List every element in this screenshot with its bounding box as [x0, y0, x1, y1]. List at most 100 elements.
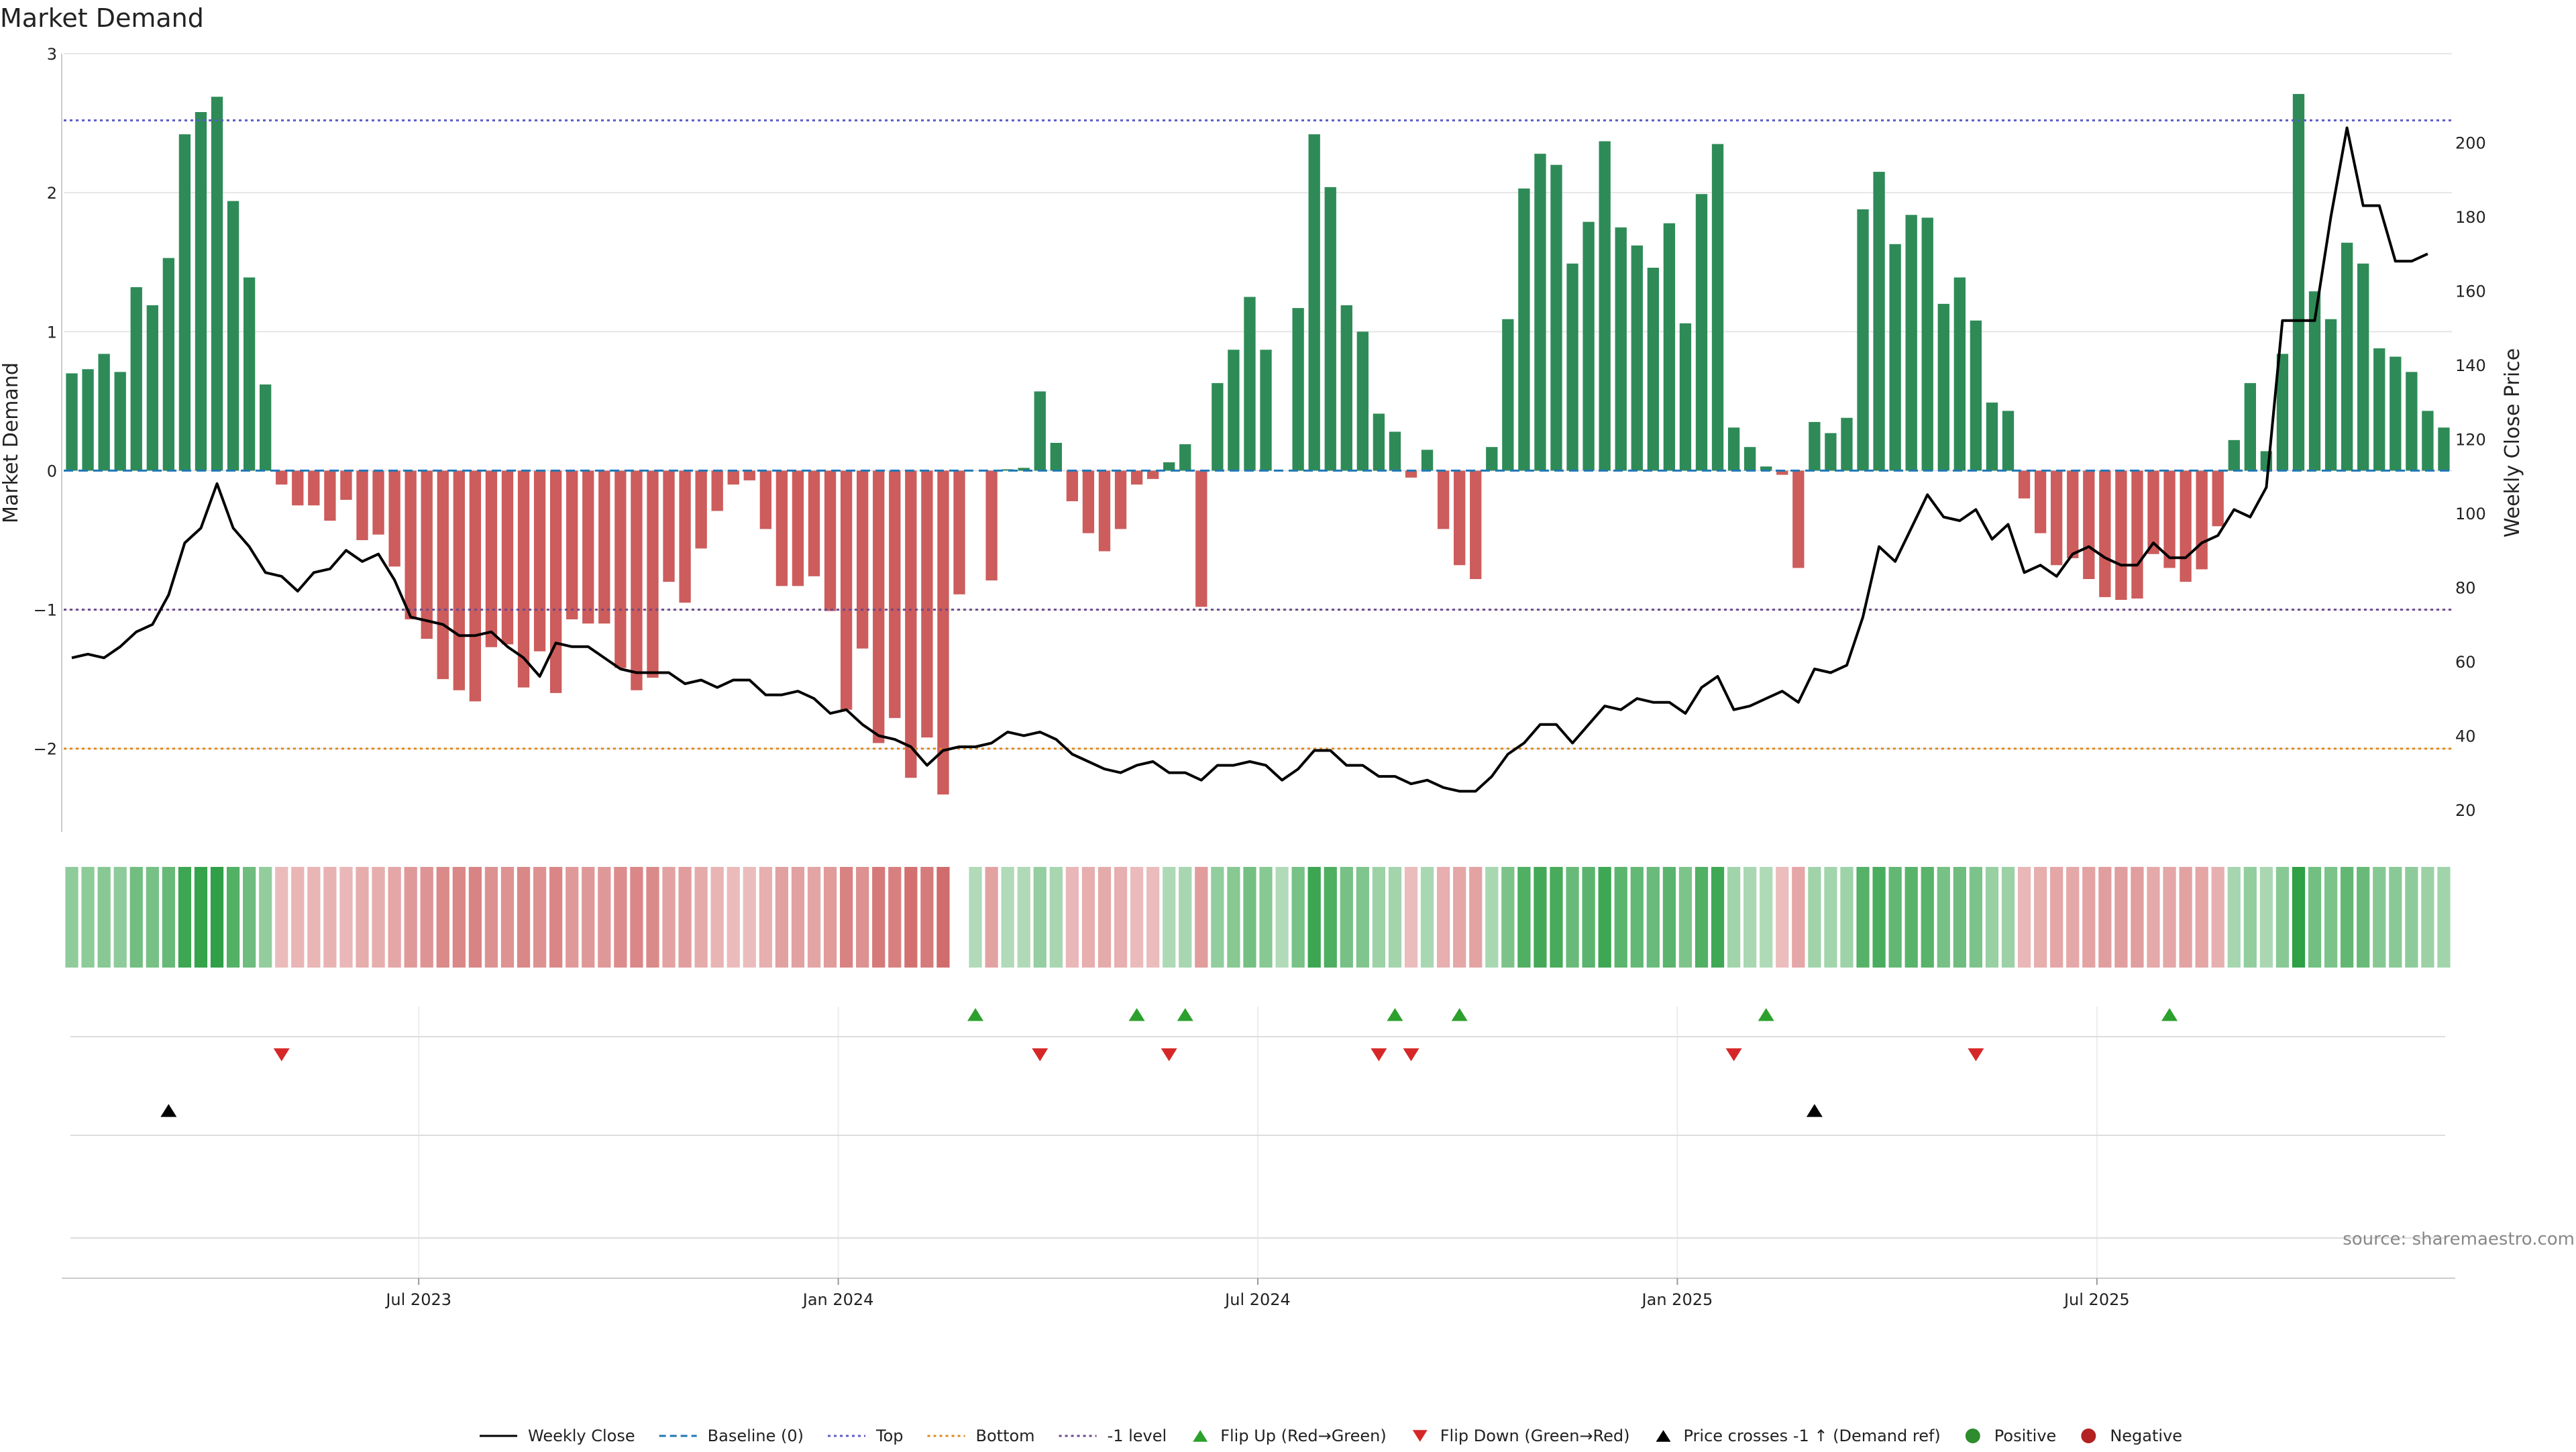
flip-up-marker [1758, 1008, 1774, 1021]
heat-strip-cell [678, 867, 692, 968]
heat-strip-cell [2211, 867, 2224, 968]
heat-strip-cell [743, 867, 756, 968]
demand-bar [1502, 319, 1514, 471]
demand-bar [889, 470, 901, 719]
demand-bar [921, 470, 933, 738]
flip-down-marker [1161, 1048, 1177, 1061]
x-tick-label: Jan 2025 [1641, 1290, 1713, 1309]
heat-strip-cell [1792, 867, 1805, 968]
heat-strip-cell [1227, 867, 1240, 968]
y-right-tick-label: 120 [2455, 430, 2486, 449]
heat-strip-cell [2243, 867, 2257, 968]
demand-bar [1809, 421, 1821, 471]
price-cross-marker [1806, 1104, 1823, 1117]
heat-strip-cell [710, 867, 724, 968]
demand-bar [631, 470, 643, 690]
demand-bar [1518, 188, 1530, 471]
heat-strip-cell [888, 867, 902, 968]
demand-bar [356, 470, 368, 540]
demand-bar [808, 470, 820, 576]
y-right-tick-label: 100 [2455, 505, 2486, 523]
heat-strip-cell [1179, 867, 1192, 968]
demand-bar [1179, 444, 1191, 471]
x-tick-label: Jul 2023 [384, 1290, 451, 1309]
demand-bar [2324, 319, 2337, 471]
price-cross-marker [160, 1104, 177, 1117]
demand-bar [1454, 470, 1466, 566]
demand-bar [243, 277, 256, 471]
demand-bar [1631, 245, 1643, 471]
demand-bar [1260, 350, 1272, 471]
heat-strip-cell [2082, 867, 2096, 968]
heat-strip-cell [275, 867, 288, 968]
heat-strip-cell [1760, 867, 1773, 968]
x-tick-label: Jan 2024 [802, 1290, 874, 1309]
heat-strip-cell [2179, 867, 2192, 968]
demand-bar [711, 470, 723, 511]
heat-strip-cell [2195, 867, 2208, 968]
demand-bar [1034, 391, 1046, 471]
demand-bar [1582, 221, 1595, 471]
heat-strip-cell [2292, 867, 2306, 968]
heat-strip-cell [791, 867, 805, 968]
heat-strip-cell [1695, 867, 1709, 968]
heat-strip-cell [500, 867, 515, 968]
heat-strip-cell [1534, 867, 1547, 968]
demand-bar [1114, 470, 1127, 529]
demand-bar [1760, 466, 1772, 471]
flip-down-marker [1725, 1048, 1742, 1061]
heat-strip-cell [598, 867, 611, 968]
demand-bar [1986, 402, 1998, 471]
y-right-tick-label: 200 [2455, 134, 2486, 153]
heat-strip-cell [1727, 867, 1741, 968]
heat-strip-cell [2001, 867, 2015, 968]
heat-strip-cell [388, 867, 401, 968]
demand-bar [2422, 411, 2434, 471]
legend-swatch [2081, 1429, 2096, 1443]
heat-strip-cell [2114, 867, 2128, 968]
y-left-tick-label: 1 [47, 323, 57, 342]
heat-strip-cell [1517, 867, 1531, 968]
demand-bar [695, 470, 707, 549]
demand-bar [1857, 209, 1869, 471]
legend-label: Baseline (0) [708, 1427, 804, 1445]
heat-strip-cell [1921, 867, 1934, 968]
demand-bar [388, 470, 400, 567]
demand-bar [1663, 223, 1676, 471]
demand-bar [1163, 462, 1175, 471]
heat-strip-cell [549, 867, 563, 968]
demand-bar [1921, 217, 1933, 471]
legend-swatch [1656, 1430, 1671, 1442]
heat-strip-cell [1937, 867, 1950, 968]
heat-strip-cell [243, 867, 256, 968]
demand-bar [937, 470, 949, 795]
heat-strip-cell [759, 867, 772, 968]
heat-strip-cell [630, 867, 643, 968]
heat-strip-cell [65, 867, 78, 968]
heat-strip-cell [1469, 867, 1483, 968]
demand-bar [2147, 470, 2159, 554]
demand-bar [1405, 470, 1417, 478]
demand-bar [1970, 320, 1982, 471]
demand-bar [1324, 187, 1336, 471]
heat-strip-cell [1453, 867, 1466, 968]
demand-bar [743, 470, 755, 480]
heat-strip-cell [1630, 867, 1644, 968]
demand-bar [1066, 470, 1079, 501]
legend-swatch [1193, 1430, 1208, 1442]
heat-strip-cell [856, 867, 869, 968]
y-right-tick-label: 160 [2455, 282, 2486, 301]
demand-bar [1776, 470, 1788, 475]
heat-strip-cell [1307, 867, 1321, 968]
demand-bar [2228, 439, 2240, 471]
demand-bar [211, 97, 223, 471]
heat-strip-cell [1840, 867, 1854, 968]
demand-bar [421, 470, 433, 639]
heat-strip-cell [1097, 867, 1112, 968]
demand-bar [2163, 470, 2176, 568]
demand-bar [437, 470, 449, 680]
heat-strip-cell [2098, 867, 2112, 968]
heat-strip-cell [146, 867, 159, 968]
demand-bar [2051, 470, 2063, 566]
heat-strip-cell [2437, 867, 2451, 968]
